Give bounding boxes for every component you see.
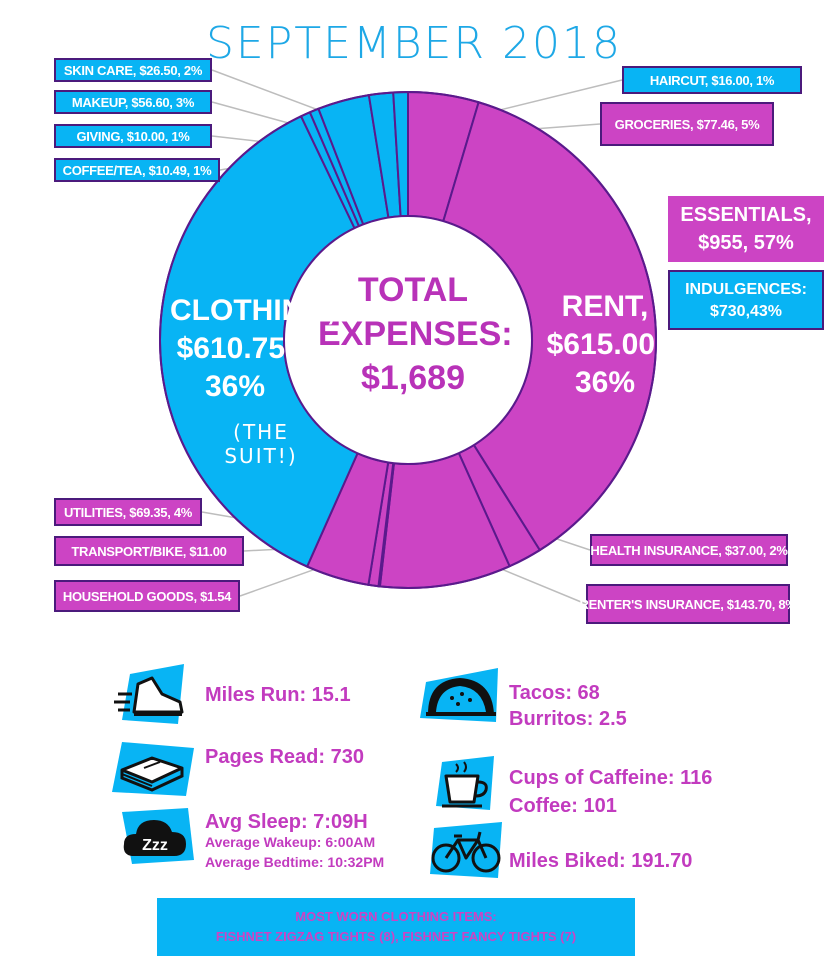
- label-utilities: UTILITIES, $69.35, 4%: [54, 498, 202, 526]
- label-renters-insurance: RENTER'S INSURANCE, $143.70, 8%: [579, 584, 797, 624]
- coffee-cup-icon: [436, 756, 494, 810]
- sleep-icon-text: Zzz: [142, 837, 168, 854]
- total-line1: TOTAL: [357, 271, 469, 309]
- pages-read-text: Pages Read: 730: [205, 746, 364, 768]
- stat-miles-biked: Miles Biked: 191.70: [509, 850, 692, 873]
- book-stack-icon: [112, 742, 194, 796]
- essentials-label: ESSENTIALS,: [680, 204, 812, 226]
- total-line3: $1,689: [361, 359, 465, 397]
- running-shoe-icon: [114, 664, 184, 724]
- stat-sleep: Avg Sleep: 7:09H Average Wakeup: 6:00AM …: [205, 812, 384, 872]
- clothing-label-line1: CLOTHING,: [170, 294, 335, 327]
- bicycle-icon: [430, 822, 502, 878]
- donut-slices: [159, 90, 657, 589]
- label-haircut: HAIRCUT, $16.00, 1%: [622, 66, 802, 94]
- rent-label-line1: RENT,: [561, 290, 649, 323]
- total-line2: EXPENSES:: [318, 315, 513, 353]
- rent-label-line2: $615.00,: [546, 328, 664, 361]
- donut-outer-ring: [159, 91, 657, 589]
- tacos-text: Tacos: 68: [509, 682, 600, 704]
- essentials-value: $955, 57%: [698, 232, 794, 254]
- clothing-label-line3: 36%: [204, 370, 266, 403]
- total-expenses: TOTAL EXPENSES: $1,689: [318, 268, 513, 400]
- page-title: SEPTEMBER 2018: [205, 18, 623, 69]
- caffeine-text: Cups of Caffeine: 116: [509, 767, 713, 789]
- footer-line1: MOST WORN CLOTHING ITEMS:: [295, 909, 497, 924]
- label-household: HOUSEHOLD GOODS, $1.54: [54, 580, 240, 612]
- label-transport: TRANSPORT/BIKE, $11.00: [54, 536, 244, 566]
- coffee-text: Coffee: 101: [509, 795, 617, 817]
- most-worn-clothing: MOST WORN CLOTHING ITEMS: FISHNET ZIGZAG…: [157, 898, 635, 956]
- clothing-label-line2: $610.75,: [176, 332, 294, 365]
- label-skin-care: SKIN CARE, $26.50, 2%: [54, 58, 212, 82]
- label-health-insurance: HEALTH INSURANCE, $37.00, 2%: [590, 534, 788, 566]
- stat-pages-read: Pages Read: 730: [205, 746, 364, 769]
- burritos-text: Burritos: 2.5: [509, 708, 627, 730]
- indulgences-label: INDULGENCES:: [685, 281, 807, 298]
- avg-sleep-text: Avg Sleep: 7:09H: [205, 811, 368, 833]
- stat-food: Tacos: 68 Burritos: 2.5: [509, 680, 627, 732]
- clothing-slice-label: CLOTHING, $610.75, 36%: [170, 292, 335, 406]
- taco-icon: [420, 668, 498, 722]
- indulgences-box: INDULGENCES: $730,43%: [668, 270, 824, 330]
- label-groceries: GROCERIES, $77.46, 5%: [600, 102, 774, 146]
- rent-slice-label: RENT, $615.00, 36%: [540, 288, 670, 402]
- miles-run-text: Miles Run: 15.1: [205, 684, 351, 706]
- essentials-box: ESSENTIALS, $955, 57%: [668, 196, 824, 262]
- rent-label-line3: 36%: [574, 366, 636, 399]
- indulgences-value: $730,43%: [709, 303, 783, 320]
- sleep-cloud-icon: Zzz: [122, 808, 194, 864]
- miles-biked-text: Miles Biked: 191.70: [509, 850, 693, 872]
- clothing-note: (THE SUIT!): [224, 420, 298, 468]
- wakeup-text: Average Wakeup: 6:00AM: [205, 834, 376, 850]
- bedtime-text: Average Bedtime: 10:32PM: [205, 854, 385, 870]
- donut-hole: [283, 215, 533, 465]
- label-coffee-tea: COFFEE/TEA, $10.49, 1%: [54, 158, 220, 182]
- label-giving: GIVING, $10.00, 1%: [54, 124, 212, 148]
- label-makeup: MAKEUP, $56.60, 3%: [54, 90, 212, 114]
- stat-miles-run: Miles Run: 15.1: [205, 684, 351, 707]
- stat-caffeine: Cups of Caffeine: 116 Coffee: 101: [509, 764, 712, 820]
- footer-line2: FISHNET ZIGZAG TIGHTS (8), FISHNET FANCY…: [215, 929, 577, 944]
